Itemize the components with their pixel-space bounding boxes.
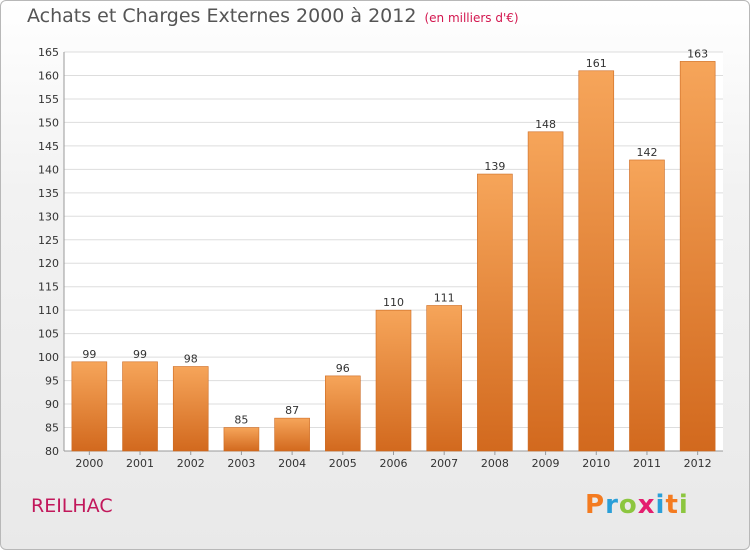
- bar-2004: [274, 417, 310, 452]
- x-tick-label: 2000: [75, 457, 103, 470]
- bar-value-label: 163: [687, 47, 708, 60]
- y-tick-label: 85: [45, 422, 59, 435]
- x-tick-label: 2008: [481, 457, 509, 470]
- bar-2011: [629, 159, 665, 452]
- chart-title: Achats et Charges Externes 2000 à 2012 (e…: [27, 5, 519, 27]
- x-tick-label: 2009: [532, 457, 560, 470]
- logo-letter: r: [605, 490, 619, 520]
- bar-2007: [426, 305, 462, 452]
- x-tick-label: 2001: [126, 457, 154, 470]
- bar-2005: [325, 375, 361, 452]
- logo-letter: x: [637, 490, 656, 520]
- bar-2003: [223, 427, 260, 452]
- bar-2006: [375, 309, 412, 452]
- bar-value-label: 111: [434, 291, 455, 304]
- logo-letter: i: [678, 490, 689, 520]
- chart-title-text: Achats et Charges Externes 2000 à 2012: [27, 5, 417, 27]
- y-tick-label: 135: [38, 187, 59, 200]
- y-tick-label: 95: [45, 375, 59, 388]
- x-tick-label: 2005: [329, 457, 357, 470]
- bar-2001: [122, 361, 158, 452]
- logo-letter: t: [665, 490, 679, 520]
- logo-letter: i: [655, 490, 666, 520]
- y-tick-label: 80: [45, 445, 59, 458]
- x-tick-label: 2010: [582, 457, 610, 470]
- y-tick-label: 150: [38, 116, 59, 129]
- y-tick-label: 160: [38, 69, 59, 82]
- y-tick-label: 125: [38, 234, 59, 247]
- x-tick-label: 2012: [684, 457, 712, 470]
- bar-value-label: 161: [586, 57, 607, 70]
- bar-2012: [679, 61, 716, 452]
- bar-value-label: 96: [336, 362, 350, 375]
- proxiti-logo: Proxiti: [585, 490, 689, 520]
- logo-letter: P: [585, 490, 606, 520]
- bar-value-label: 142: [636, 146, 657, 159]
- y-tick-label: 110: [38, 304, 59, 317]
- y-tick-label: 90: [45, 398, 59, 411]
- bar-2009: [527, 131, 564, 452]
- y-tick-label: 120: [38, 257, 59, 270]
- bar-value-label: 99: [82, 348, 96, 361]
- bar-value-label: 85: [234, 414, 248, 427]
- bar-2002: [172, 366, 209, 452]
- y-tick-label: 100: [38, 351, 59, 364]
- bar-value-label: 110: [383, 296, 404, 309]
- y-tick-label: 130: [38, 210, 59, 223]
- x-tick-label: 2002: [177, 457, 205, 470]
- y-tick-label: 165: [38, 46, 59, 59]
- bar-2010: [578, 70, 615, 452]
- y-tick-label: 105: [38, 328, 59, 341]
- bar-value-label: 139: [484, 160, 505, 173]
- bar-2008: [477, 173, 513, 452]
- y-tick-label: 145: [38, 140, 59, 153]
- x-tick-label: 2004: [278, 457, 306, 470]
- logo-letter: o: [618, 490, 638, 520]
- y-tick-label: 115: [38, 281, 59, 294]
- bar-value-label: 87: [285, 404, 299, 417]
- bar-value-label: 148: [535, 118, 556, 131]
- x-tick-label: 2007: [430, 457, 458, 470]
- x-tick-label: 2003: [227, 457, 255, 470]
- y-tick-label: 140: [38, 163, 59, 176]
- commune-name: REILHAC: [31, 495, 113, 517]
- y-tick-label: 155: [38, 93, 59, 106]
- bar-2000: [71, 361, 108, 452]
- bar-value-label: 99: [133, 348, 147, 361]
- bar-value-label: 98: [184, 353, 198, 366]
- chart-unit: (en milliers d'€): [424, 11, 519, 25]
- x-tick-label: 2011: [633, 457, 661, 470]
- x-tick-label: 2006: [380, 457, 408, 470]
